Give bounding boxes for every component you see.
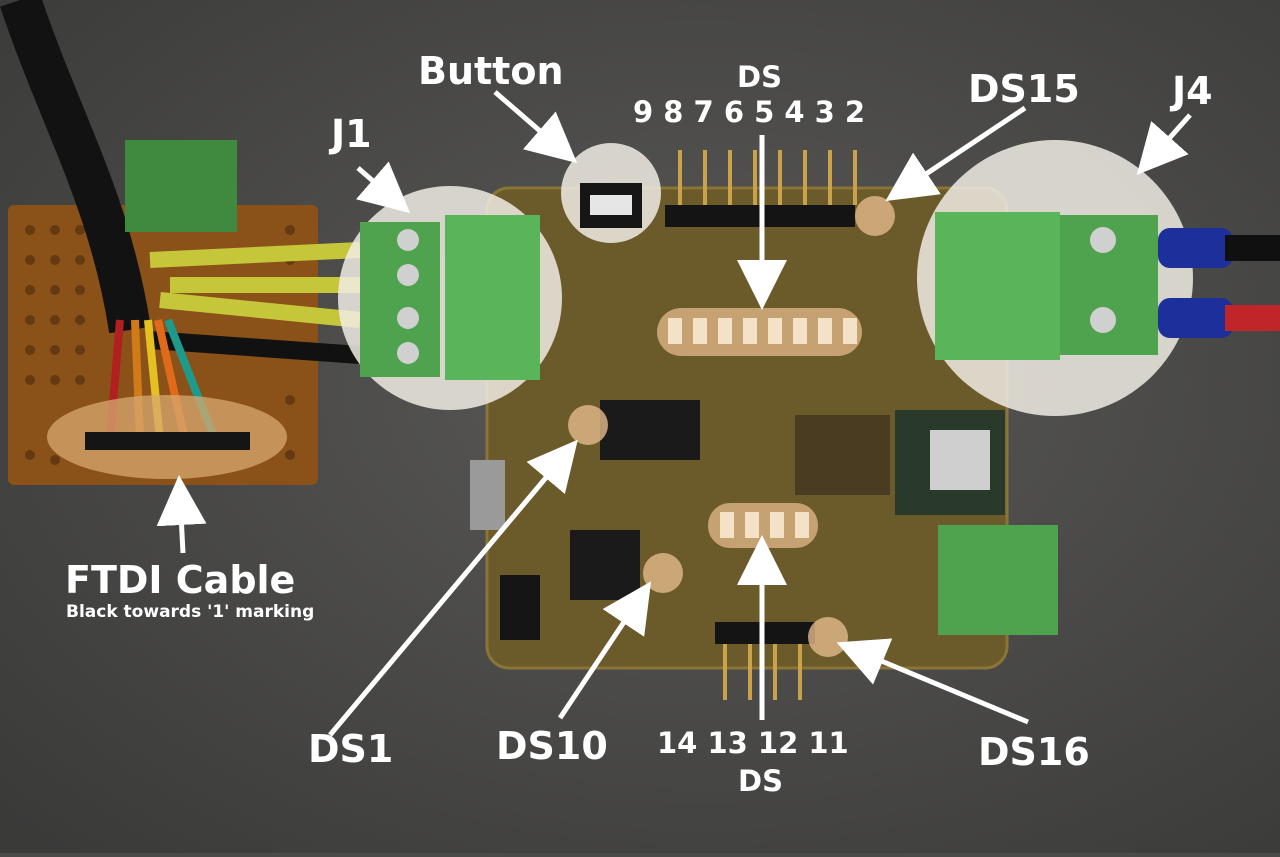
label-ftdi-note: Black towards '1' marking: [66, 602, 315, 622]
ftdi-header-icon: [85, 432, 250, 450]
label-ds-top-numbers: 9 8 7 6 5 4 3 2: [633, 95, 866, 129]
ds15-led-highlight: [855, 196, 895, 236]
label-j1: J1: [331, 112, 372, 156]
ds1-led-highlight: [568, 405, 608, 445]
ds16-led-highlight: [808, 617, 848, 657]
j1-connector-icon: [360, 215, 540, 380]
annotation-arrows: [156, 90, 1192, 737]
bottom-pin-header: [715, 622, 815, 700]
label-ds15: DS15: [968, 67, 1080, 111]
label-ftdi-cable: FTDI Cable: [65, 558, 296, 602]
led-row-top-highlight: [657, 308, 862, 356]
label-ds-bottom: DS: [738, 764, 783, 798]
label-ds10: DS10: [496, 724, 608, 768]
label-ds16: DS16: [978, 730, 1090, 774]
label-j4: J4: [1172, 69, 1213, 113]
connector-icon: [125, 140, 237, 232]
ds10-led-highlight: [643, 553, 683, 593]
label-button: Button: [418, 49, 564, 93]
lower-connector-icon: [938, 525, 1058, 635]
label-ds-bottom-numbers: 14 13 12 11: [657, 726, 849, 760]
led-icons-bottom: [720, 512, 809, 538]
label-ds-top: DS: [737, 60, 782, 94]
j4-connector-icon: [935, 212, 1280, 360]
led-row-bottom-highlight: [708, 503, 818, 548]
label-ds1: DS1: [308, 727, 394, 771]
led-icons-top: [668, 318, 857, 344]
cable-icon: [0, 0, 151, 334]
pcb-board: [470, 186, 1009, 670]
